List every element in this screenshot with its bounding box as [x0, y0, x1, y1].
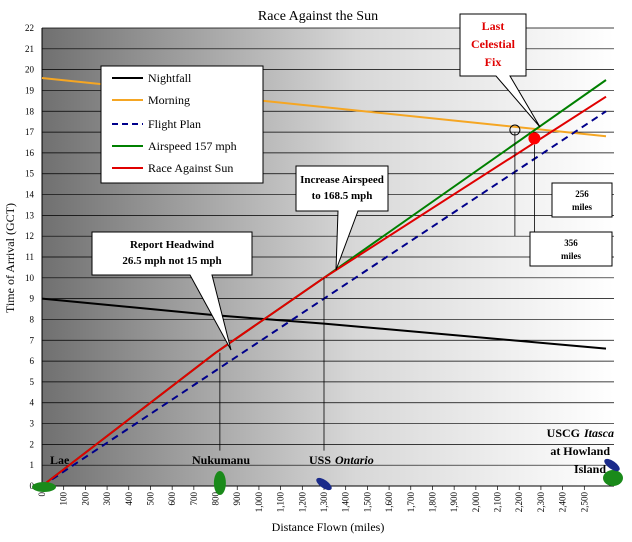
place-itasca-label: Itasca: [583, 426, 614, 440]
callout-increase-airspeed-line1: Increase Airspeed: [300, 174, 384, 186]
y-tick-label: 12: [25, 231, 34, 241]
place-nukumanu: Nukumanu: [192, 453, 250, 467]
x-axis-title: Distance Flown (miles): [272, 520, 385, 534]
x-tick-label: 400: [124, 492, 134, 506]
legend-label-airspeed: Airspeed 157 mph: [148, 139, 237, 153]
y-tick-label: 3: [30, 419, 35, 429]
x-tick-label: 1,600: [384, 492, 394, 513]
y-tick-label: 15: [25, 169, 35, 179]
place-itasca-line1: USCG Itasca: [547, 426, 614, 440]
x-tick-label: 800: [211, 492, 221, 506]
x-tick-label: 2,400: [558, 492, 568, 513]
x-tick-label: 600: [167, 492, 177, 506]
callout-356-miles: 356 miles: [529, 231, 613, 267]
place-itasca-line3: Island: [574, 462, 606, 476]
y-tick-label: 14: [25, 190, 35, 200]
legend-label-nightfall: Nightfall: [148, 71, 192, 85]
y-tick-label: 0: [30, 481, 35, 491]
callout-256-line2: miles: [572, 202, 592, 212]
x-tick-label: 500: [145, 492, 155, 506]
x-tick-label: 1,200: [297, 492, 307, 513]
x-tick-label: 200: [80, 492, 90, 506]
place-uss-label: USS: [309, 453, 331, 467]
marker-ontario: [316, 477, 332, 491]
callout-356-line2: miles: [561, 251, 581, 261]
y-tick-label: 17: [25, 127, 35, 137]
x-tick-label: 0: [37, 492, 47, 497]
x-tick-label: 1,900: [449, 492, 459, 513]
y-tick-label: 6: [30, 356, 35, 366]
y-tick-label: 7: [30, 335, 35, 345]
callout-256-line1: 256: [575, 189, 589, 199]
x-tick-label: 900: [232, 492, 242, 506]
x-tick-label: 2,200: [514, 492, 524, 513]
marker-howland: [603, 470, 623, 486]
y-tick-label: 1: [30, 460, 35, 470]
legend-label-race: Race Against Sun: [148, 161, 233, 175]
legend-label-morning: Morning: [148, 93, 190, 107]
y-tick-label: 2: [30, 439, 35, 449]
y-tick-label: 8: [30, 314, 35, 324]
y-tick-label: 19: [25, 85, 35, 95]
callout-256-miles: 256 miles: [551, 182, 613, 218]
callout-report-headwind-line1: Report Headwind: [130, 239, 214, 251]
y-tick-label: 13: [25, 210, 35, 220]
x-tick-label: 1,500: [362, 492, 372, 513]
legend-label-flight-plan: Flight Plan: [148, 117, 201, 131]
y-tick-label: 22: [25, 23, 34, 33]
x-tick-label: 2,300: [536, 492, 546, 513]
x-tick-label: 1,300: [319, 492, 329, 513]
x-tick-label: 1,000: [254, 492, 264, 513]
place-uss-ontario: USS Ontario: [309, 453, 374, 467]
chart-title: Race Against the Sun: [258, 9, 378, 24]
marker-itasca: [604, 458, 620, 472]
marker-lae: [32, 482, 56, 492]
x-tick-label: 2,500: [579, 492, 589, 513]
series-line-nightfall: [41, 297, 607, 350]
x-tick-label: 700: [189, 492, 199, 506]
y-tick-label: 18: [25, 106, 35, 116]
x-tick-label: 100: [59, 492, 69, 506]
callout-356-line1: 356: [564, 238, 578, 248]
callout-last-celestial-fix: Last Celestial Fix: [459, 13, 541, 128]
y-tick-label: 4: [30, 398, 35, 408]
y-axis-title: Time of Arrival (GCT): [3, 203, 17, 313]
callout-increase-airspeed-line2: to 168.5 mph: [312, 190, 373, 202]
place-ontario-label: Ontario: [335, 453, 374, 467]
y-tick-label: 21: [25, 44, 34, 54]
x-tick-label: 2,000: [471, 492, 481, 513]
callout-report-headwind-line2: 26.5 mph not 15 mph: [122, 255, 221, 267]
x-tick-label: 1,700: [406, 492, 416, 513]
markers: [32, 124, 623, 495]
y-tick-label: 9: [30, 294, 35, 304]
callout-report-headwind: Report Headwind 26.5 mph not 15 mph: [91, 231, 253, 351]
callout-last-line3: Fix: [485, 55, 502, 69]
y-tick-label: 16: [25, 148, 35, 158]
legend: Nightfall Morning Flight Plan Airspeed 1…: [100, 65, 264, 184]
callout-last-line2: Celestial: [471, 37, 516, 51]
callout-last-line1: Last: [482, 19, 505, 33]
y-tick-label: 11: [25, 252, 34, 262]
series-line-race-against-sun: [41, 95, 607, 487]
fix-ring-marker: [509, 124, 521, 136]
place-itasca-line2: at Howland: [550, 444, 610, 458]
y-tick-label: 5: [30, 377, 35, 387]
x-tick-label: 300: [102, 492, 112, 506]
x-tick-label: 1,800: [427, 492, 437, 513]
marker-nukumanu: [213, 471, 226, 495]
x-tick-label: 1,400: [341, 492, 351, 513]
x-tick-label: 2,100: [493, 492, 503, 513]
x-tick-label: 1,100: [276, 492, 286, 513]
y-tick-label: 20: [25, 65, 35, 75]
place-uscg-label: USCG: [547, 426, 580, 440]
callout-increase-airspeed: Increase Airspeed to 168.5 mph: [295, 165, 389, 271]
y-tick-label: 10: [25, 273, 35, 283]
last-fix-marker: [528, 132, 541, 145]
place-lae: Lae: [50, 453, 70, 467]
